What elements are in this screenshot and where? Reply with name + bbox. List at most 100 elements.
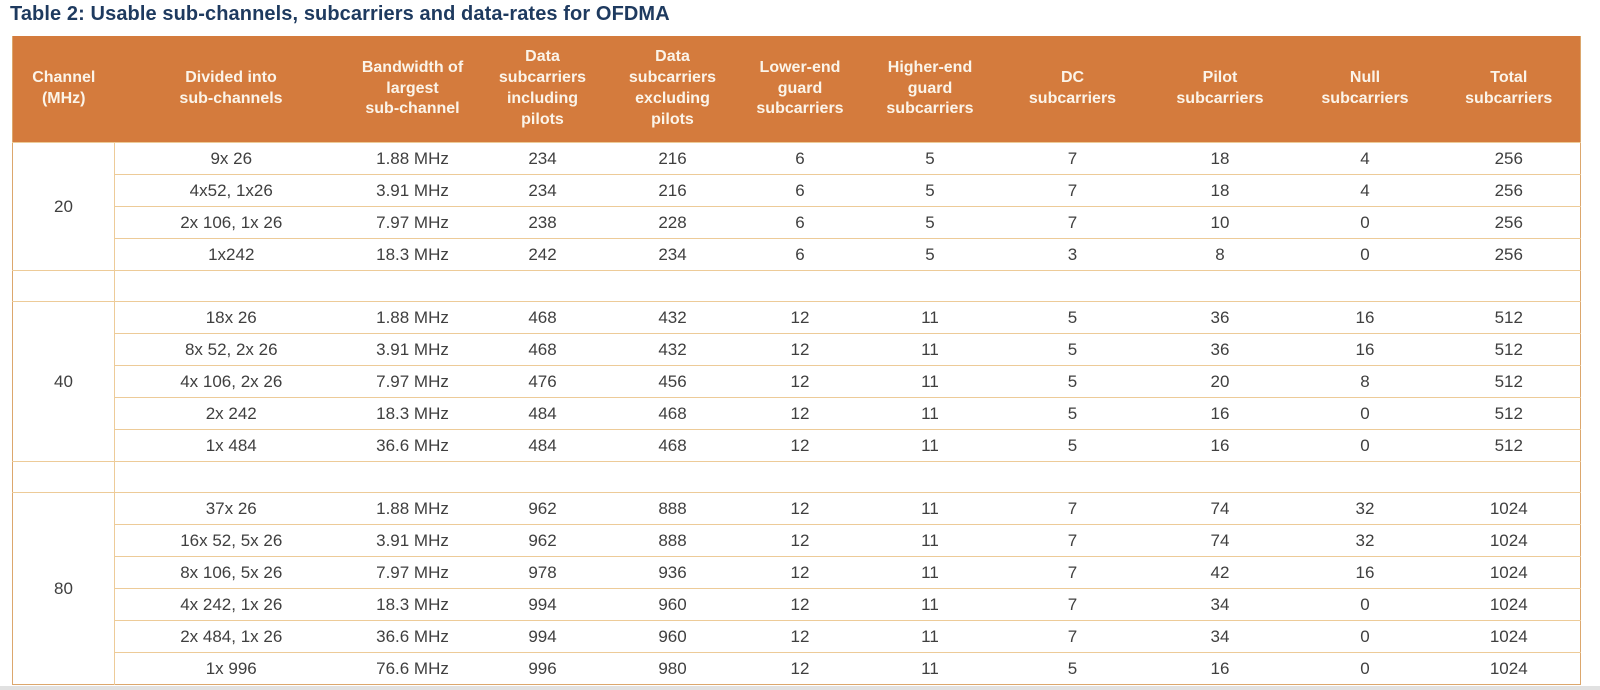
table-cell: 11 — [862, 524, 998, 557]
table-header-row: Channel (MHz) Divided into sub-channels Ba… — [12, 36, 1581, 143]
table-cell: 11 — [862, 652, 998, 685]
column-header: Total subcarriers — [1437, 36, 1581, 143]
table-cell: 1024 — [1437, 620, 1581, 653]
table-cell: 1024 — [1437, 492, 1581, 525]
table-cell: 888 — [607, 492, 738, 525]
table-cell: 6 — [737, 142, 863, 175]
table-cell: 980 — [607, 652, 738, 685]
table-cell: 484 — [477, 397, 608, 430]
table-cell: 468 — [477, 301, 608, 334]
table-cell: 34 — [1147, 620, 1293, 653]
table-cell: 888 — [607, 524, 738, 557]
table-cell: 5 — [862, 206, 998, 239]
table-cell: 3 — [997, 238, 1148, 271]
column-header: Bandwidth of largest sub-channel — [347, 36, 478, 143]
table-cell: 11 — [862, 556, 998, 589]
table-cell: 484 — [477, 429, 608, 462]
table-cell: 242 — [477, 238, 608, 271]
table-cell: 234 — [477, 174, 608, 207]
table-cell: 12 — [737, 492, 863, 525]
table-body: 20 9x 26 1.88 MHz 234 216 6 5 7 18 4 256 4x52, 1x26… — [12, 142, 1581, 685]
column-header: Data subcarriers including pilots — [477, 36, 608, 143]
table-row: 4x52, 1x26 3.91 MHz 234 216 6 5 7 18 4 256 — [13, 174, 1581, 207]
table-cell: 12 — [737, 333, 863, 366]
table-cell: 6 — [737, 238, 863, 271]
table-cell: 37x 26 — [114, 492, 348, 525]
table-row: 2x 106, 1x 26 7.97 MHz 238 228 6 5 7 10 0 256 — [13, 206, 1581, 239]
table-cell: 11 — [862, 588, 998, 621]
spacer-cell — [114, 270, 1581, 302]
table-cell: 2x 484, 1x 26 — [114, 620, 348, 653]
spacer-cell — [12, 270, 115, 302]
table-cell: 256 — [1437, 206, 1581, 239]
table-cell: 18 — [1147, 142, 1293, 175]
table-cell: 12 — [737, 524, 863, 557]
table-cell: 4 — [1292, 142, 1438, 175]
table-cell: 5 — [862, 142, 998, 175]
table-cell: 16 — [1147, 429, 1293, 462]
table-cell: 234 — [607, 238, 738, 271]
table-cell: 18.3 MHz — [347, 397, 478, 430]
table-cell: 512 — [1437, 301, 1581, 334]
table-cell: 74 — [1147, 524, 1293, 557]
table-cell: 512 — [1437, 333, 1581, 366]
column-header: Lower-end guard subcarriers — [737, 36, 863, 143]
table-cell: 12 — [737, 397, 863, 430]
page-edge-strip — [0, 686, 1600, 690]
table-cell: 5 — [997, 333, 1148, 366]
table-row: 4x 242, 1x 26 18.3 MHz 994 960 12 11 7 34 0 1024 — [13, 588, 1581, 621]
table-cell: 0 — [1292, 206, 1438, 239]
table-cell: 7 — [997, 620, 1148, 653]
table-cell: 7 — [997, 556, 1148, 589]
column-header: Divided into sub-channels — [114, 36, 348, 143]
table-cell: 960 — [607, 588, 738, 621]
table-cell: 432 — [607, 333, 738, 366]
table-cell: 1.88 MHz — [347, 301, 478, 334]
table-cell: 256 — [1437, 238, 1581, 271]
table-cell: 5 — [862, 174, 998, 207]
table-cell: 36.6 MHz — [347, 620, 478, 653]
table-cell: 10 — [1147, 206, 1293, 239]
channel-cell: 20 — [12, 142, 115, 271]
table-caption: Table 2: Usable sub-channels, subcarrier… — [10, 3, 670, 25]
spacer-row — [12, 270, 1581, 302]
table-cell: 16 — [1147, 397, 1293, 430]
table-cell: 3.91 MHz — [347, 174, 478, 207]
table-cell: 4 — [1292, 174, 1438, 207]
table-cell: 1.88 MHz — [347, 492, 478, 525]
table-row: 20 9x 26 1.88 MHz 234 216 6 5 7 18 4 256 — [12, 142, 1581, 271]
table-cell: 3.91 MHz — [347, 524, 478, 557]
table-cell: 7 — [997, 524, 1148, 557]
table-cell: 994 — [477, 620, 608, 653]
table-cell: 1024 — [1437, 652, 1581, 685]
table-row: 1x 996 76.6 MHz 996 980 12 11 5 16 0 1024 — [13, 652, 1581, 685]
table-cell: 6 — [737, 206, 863, 239]
table-cell: 12 — [737, 365, 863, 398]
table-cell: 36.6 MHz — [347, 429, 478, 462]
table-cell: 11 — [862, 365, 998, 398]
table-cell: 34 — [1147, 588, 1293, 621]
column-header: Data subcarriers excluding pilots — [607, 36, 738, 143]
table-cell: 996 — [477, 652, 608, 685]
table-cell: 12 — [737, 556, 863, 589]
table-cell: 238 — [477, 206, 608, 239]
table-cell: 7.97 MHz — [347, 556, 478, 589]
table-cell: 16x 52, 5x 26 — [114, 524, 348, 557]
table-cell: 76.6 MHz — [347, 652, 478, 685]
table-cell: 18.3 MHz — [347, 588, 478, 621]
table-cell: 11 — [862, 492, 998, 525]
table-cell: 7.97 MHz — [347, 365, 478, 398]
table-cell: 32 — [1292, 492, 1438, 525]
table-cell: 256 — [1437, 142, 1581, 175]
table-cell: 36 — [1147, 301, 1293, 334]
table-cell: 32 — [1292, 524, 1438, 557]
table-cell: 1024 — [1437, 524, 1581, 557]
spacer-cell — [12, 461, 115, 493]
table-cell: 16 — [1147, 652, 1293, 685]
table-cell: 12 — [737, 429, 863, 462]
table-cell: 1x242 — [114, 238, 348, 271]
spacer-row — [12, 461, 1581, 493]
column-header: Null subcarriers — [1292, 36, 1438, 143]
table-cell: 468 — [607, 397, 738, 430]
